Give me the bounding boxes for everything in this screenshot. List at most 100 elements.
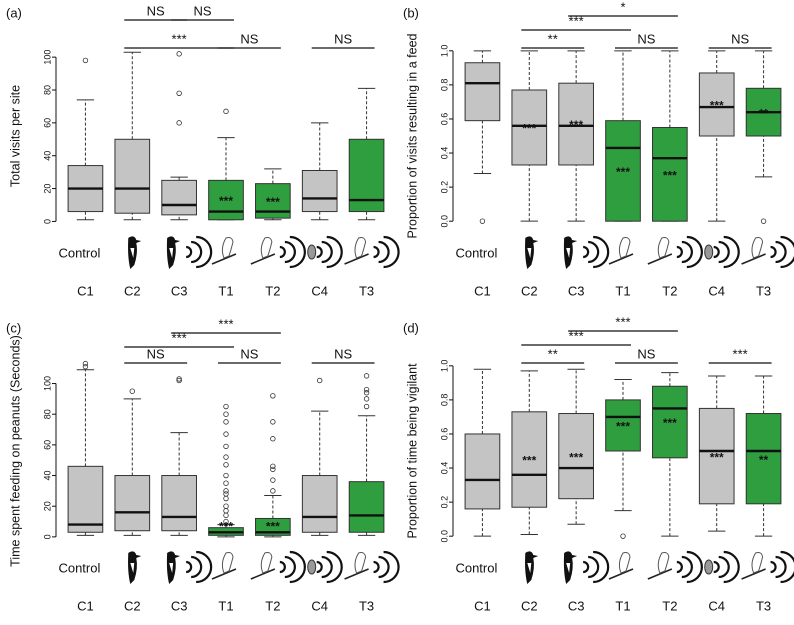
box <box>464 433 501 510</box>
y-tick-label: 0.8 <box>439 394 449 407</box>
y-tick-label: 60 <box>42 440 52 450</box>
x-tick-label: C1 <box>77 598 94 613</box>
outlier <box>223 454 229 460</box>
x-tick-label: T3 <box>359 283 374 298</box>
comparison-label: NS <box>731 31 749 46</box>
outlier <box>760 218 767 224</box>
box-plot <box>652 372 688 537</box>
chart-panel: (a) Total visits per site 0 20 40 60 80 100 C1 C2… <box>6 3 400 298</box>
x-tick-label: C3 <box>171 283 188 298</box>
x-tick-label: T3 <box>756 598 771 613</box>
comparison-label: NS <box>637 346 655 361</box>
outlier <box>176 376 182 382</box>
x-tick-label: T3 <box>756 283 771 298</box>
box <box>558 82 594 166</box>
box <box>161 475 197 532</box>
comparison-label: * <box>620 0 625 14</box>
comparison-label: *** <box>615 314 630 329</box>
box-plot <box>348 373 385 536</box>
outlier <box>270 419 276 425</box>
comparison-label: NS <box>334 346 352 361</box>
x-tick-label: T1 <box>615 598 630 613</box>
outlier <box>223 480 229 486</box>
outlier <box>363 390 370 396</box>
icon <box>344 235 400 269</box>
box-plot <box>745 375 782 537</box>
outlier <box>223 431 229 437</box>
y-tick-label: 60 <box>42 118 52 128</box>
icon <box>128 551 142 584</box>
comparison-label: ** <box>548 346 558 361</box>
comparison-label: NS <box>334 31 352 46</box>
box <box>348 481 385 533</box>
x-tick-label: C3 <box>568 283 585 298</box>
box-plot <box>114 388 151 536</box>
x-tick-label: T1 <box>218 283 233 298</box>
box-plot <box>698 50 735 222</box>
comparison-label: *** <box>733 346 748 361</box>
x-tick-label: T1 <box>218 598 233 613</box>
box-plot <box>511 50 548 222</box>
panel-label: (b) <box>403 5 419 20</box>
y-tick-label: 100 <box>42 50 52 65</box>
box-significance: *** <box>569 450 583 464</box>
outlier <box>176 90 182 96</box>
icon <box>344 550 400 584</box>
y-tick-label: 0.2 <box>439 496 449 509</box>
outlier <box>363 386 370 393</box>
box <box>698 407 735 505</box>
control-label: Control <box>455 560 497 575</box>
box <box>745 413 782 505</box>
icon <box>741 235 794 269</box>
icon <box>704 550 740 584</box>
box-plot <box>558 50 594 222</box>
box-plot <box>348 87 385 221</box>
x-tick-label: C2 <box>521 598 538 613</box>
icon <box>563 550 610 584</box>
x-tick-label: T2 <box>662 283 677 298</box>
x-tick-label: C1 <box>474 598 491 613</box>
box-significance: *** <box>616 420 630 434</box>
box <box>605 120 641 222</box>
box-significance: *** <box>266 520 280 534</box>
box-significance: *** <box>710 450 724 464</box>
box <box>464 62 501 122</box>
y-axis-label: Proportion of visits resulting in a feed <box>405 33 419 238</box>
comparison-label: *** <box>569 328 584 343</box>
box <box>652 126 688 222</box>
box <box>301 475 338 533</box>
icon <box>166 550 213 584</box>
outlier <box>223 512 229 519</box>
comparison-label: NS <box>240 31 258 46</box>
box-plot <box>301 122 338 221</box>
box-plot <box>255 393 291 538</box>
x-tick-label: T1 <box>615 283 630 298</box>
x-tick-label: C1 <box>77 283 94 298</box>
x-tick-label: C2 <box>521 283 538 298</box>
panel-label: (a) <box>6 5 22 20</box>
control-label: Control <box>58 245 100 260</box>
outlier <box>82 360 89 367</box>
icon <box>211 552 237 580</box>
box-significance: *** <box>616 165 630 179</box>
y-tick-label: 0 <box>42 534 52 539</box>
outlier <box>270 488 276 494</box>
comparison-label: NS <box>240 346 258 361</box>
box-plot <box>745 50 782 224</box>
icon <box>608 552 634 580</box>
icon <box>166 235 213 269</box>
control-label: Control <box>58 560 100 575</box>
y-tick-label: 80 <box>42 409 52 419</box>
box <box>114 475 151 532</box>
box <box>698 72 735 137</box>
box-significance: ** <box>759 106 769 120</box>
box-significance: *** <box>219 194 233 208</box>
outlier <box>223 503 229 509</box>
box-plot <box>511 370 548 535</box>
y-tick-label: 0 <box>42 219 52 224</box>
outlier <box>223 411 229 417</box>
y-tick-label: 0.2 <box>439 181 449 194</box>
icon <box>128 236 142 269</box>
outlier <box>363 403 370 410</box>
box-plot <box>605 378 641 539</box>
